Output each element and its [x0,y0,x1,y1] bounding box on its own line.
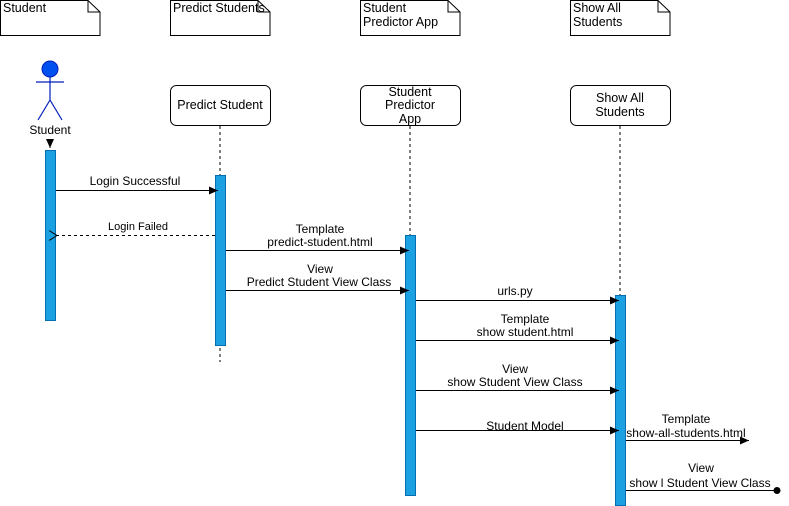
note-student-label: Student [3,1,47,15]
lifeline-student-predictor-app: Student Predictor App [360,85,461,236]
message-template-show-line2: show student.html [477,325,574,339]
message-view-predict-line2: Predict Student View Class [247,275,392,289]
note-student-predictor-app: Student Predictor App [360,0,461,36]
message-view-show-line2: show Student View Class [447,375,582,389]
message-template-predict: Template predict-student.html [226,222,409,255]
lifeline-predict-student: Predict Student [170,85,271,362]
message-view-show: View show Student View Class [416,362,619,395]
actor-label: Student [29,123,71,137]
lifeline-predict-student-label: Predict Student [177,98,263,112]
message-urls-label: urls.py [497,284,532,298]
message-login-successful: Login Successful [56,174,218,195]
message-template-predict-line2: predict-student.html [267,235,372,249]
message-login-failed-label: Login Failed [108,221,168,233]
message-template-all-line1: Template [662,412,711,426]
message-template-all-line2: show-all-students.html [626,426,745,440]
note-predict-students: Predict Students [170,0,271,36]
lifeline-spa-line1: Student [388,85,432,99]
message-view-all: View show l Student View Class [626,461,781,494]
message-urls: urls.py [416,284,619,305]
message-student-model: Student Model [416,419,619,435]
note-show-all-students: Show All Students [570,0,671,36]
message-login-failed: Login Failed [57,221,215,236]
note-spa-line1: Student [363,1,407,15]
message-template-show-line1: Template [501,312,550,326]
activation-show-all-students [615,295,626,506]
lifeline-sas-line1: Show All [596,91,644,105]
message-view-all-line1: View [688,461,714,475]
message-view-predict-line1: View [307,262,333,276]
activation-student-predictor-app [405,235,416,496]
note-spa-line2: Predictor App [363,15,438,29]
lifeline-spa-line3: App [399,112,421,126]
message-student-model-label: Student Model [486,419,563,433]
message-view-predict: View Predict Student View Class [226,262,409,295]
actor-student: Student [29,60,71,148]
note-predict-students-label: Predict Students [173,1,265,15]
stick-figure-icon [36,60,64,121]
note-sas-line1: Show All [573,1,621,15]
activation-student [45,150,56,321]
message-template-predict-line1: Template [296,222,345,236]
lifeline-spa-line2: Predictor [385,98,435,112]
lifeline-show-all-students: Show All Students [570,85,671,296]
message-view-all-line2: show l Student View Class [629,476,770,490]
message-template-show: Template show student.html [416,312,619,345]
message-login-successful-label: Login Successful [90,174,181,188]
message-view-show-line1: View [502,362,528,376]
note-sas-line2: Students [573,15,622,29]
activation-predict-student [215,175,226,346]
message-template-all: Template show-all-students.html [626,412,749,445]
lifeline-sas-line2: Students [595,105,644,119]
note-student: Student [0,0,101,36]
